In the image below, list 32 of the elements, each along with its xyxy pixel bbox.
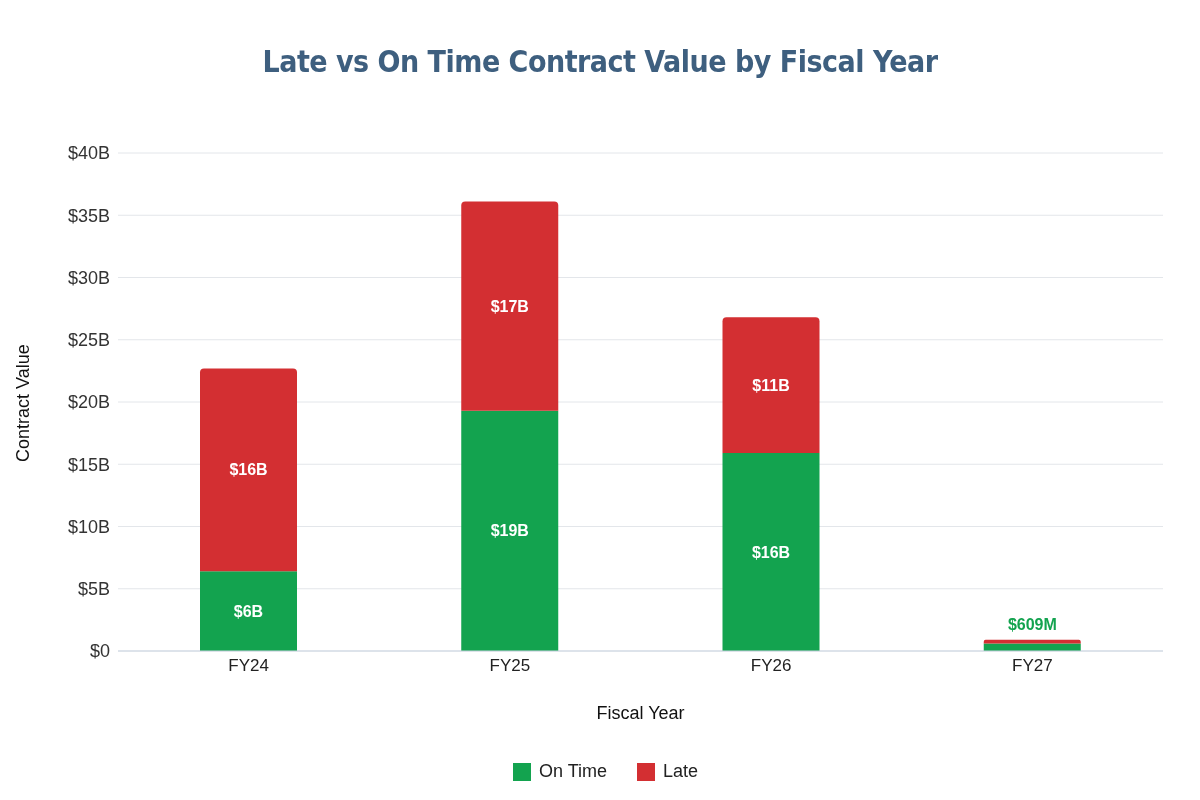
- y-tick-label: $40B: [67, 143, 110, 164]
- x-tick-label: FY26: [750, 656, 792, 676]
- annotation: $609M: [1007, 615, 1057, 633]
- bar: [722, 453, 820, 651]
- x-tick-label: FY24: [228, 656, 269, 676]
- y-tick-label: $10B: [67, 516, 110, 537]
- bar: [461, 410, 559, 651]
- data-label: $19B: [490, 522, 529, 540]
- bar: [983, 639, 1081, 644]
- bar: [722, 317, 820, 454]
- data-label: $16B: [229, 461, 268, 479]
- x-tick-label: FY25: [489, 656, 531, 676]
- y-tick-label: $15B: [67, 454, 110, 475]
- bar: [461, 201, 559, 411]
- y-tick-label: $35B: [67, 205, 110, 226]
- legend-label: On Time: [538, 761, 607, 782]
- y-tick-label: $0: [89, 641, 110, 662]
- y-tick-label: $20B: [67, 392, 110, 413]
- y-tick-label: $25B: [67, 330, 110, 351]
- y-tick-label: $5B: [77, 579, 110, 600]
- chart-title: Late vs On Time Contract Value by Fiscal Year: [261, 43, 939, 81]
- y-axis-title: Contract Value: [13, 344, 34, 462]
- data-label: $16B: [751, 543, 791, 561]
- data-label: $17B: [490, 297, 529, 315]
- bar: [200, 571, 297, 651]
- legend-label: Late: [662, 761, 699, 782]
- y-tick-label: $30B: [67, 267, 110, 288]
- data-label: $6B: [233, 602, 264, 620]
- x-axis-title: Fiscal Year: [596, 703, 685, 723]
- data-label: $11B: [752, 376, 790, 394]
- x-tick-label: FY27: [1012, 656, 1053, 676]
- bar: [200, 368, 297, 572]
